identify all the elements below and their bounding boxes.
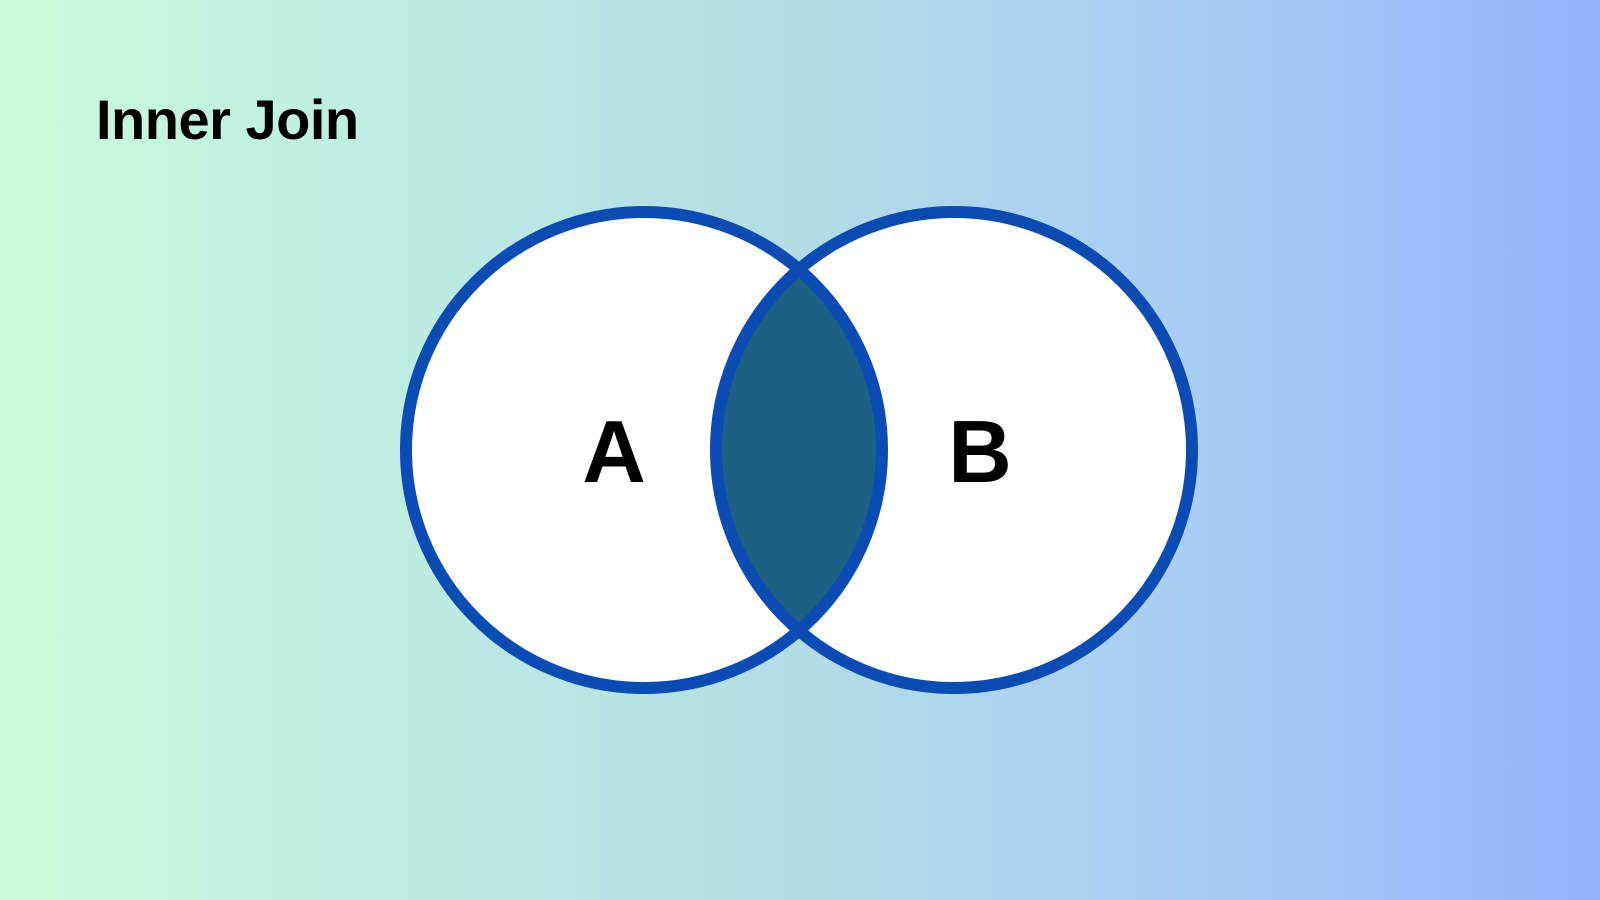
- set-b-label: B: [948, 402, 1012, 501]
- intersection-region: [716, 212, 882, 688]
- set-b-circle-outline: [710, 206, 1198, 694]
- set-a-circle-outline: [400, 206, 888, 694]
- page-title: Inner Join: [96, 88, 359, 151]
- set-a-label: A: [582, 402, 646, 501]
